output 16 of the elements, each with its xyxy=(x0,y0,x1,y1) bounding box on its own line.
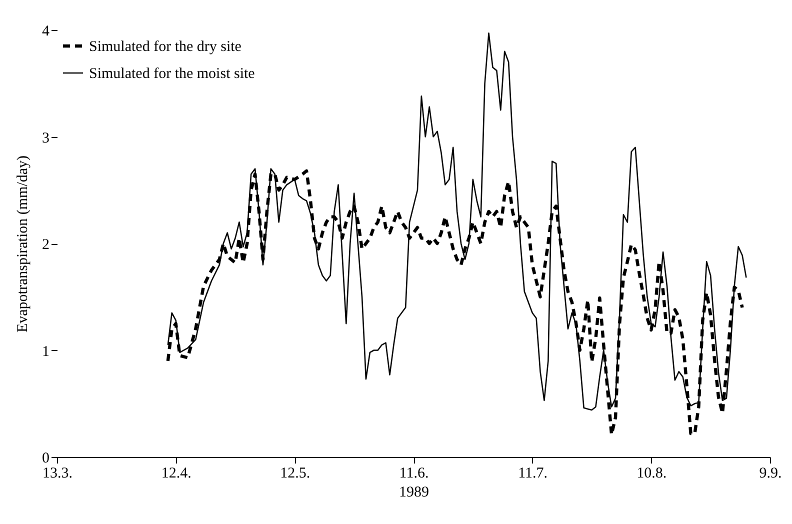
x-tick-label: 11.7. xyxy=(518,466,548,482)
x-axis-title: 1989 xyxy=(399,484,429,500)
legend-label: Simulated for the moist site xyxy=(89,66,256,82)
x-tick-label: 9.9. xyxy=(759,466,782,482)
y-tick-label: 3 xyxy=(42,130,50,146)
legend-label: Simulated for the dry site xyxy=(89,39,242,55)
y-tick-label: 0 xyxy=(42,450,50,466)
y-axis-title: Evapotranspiration (mm/day) xyxy=(15,155,31,333)
y-tick-label: 1 xyxy=(42,344,50,360)
x-tick-label: 12.4. xyxy=(161,466,192,482)
x-tick-label: 12.5. xyxy=(280,466,310,482)
x-tick-label: 11.6. xyxy=(399,466,429,482)
x-tick-label: 13.3. xyxy=(42,466,72,482)
y-tick-label: 2 xyxy=(42,237,50,253)
x-tick-label: 10.8. xyxy=(636,466,667,482)
y-tick-label: 4 xyxy=(42,24,50,40)
